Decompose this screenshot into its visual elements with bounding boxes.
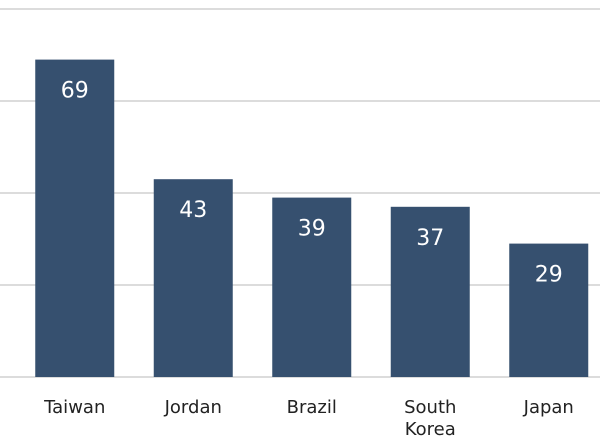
category-label-japan: Japan <box>523 397 574 418</box>
bar-jordan <box>153 179 233 377</box>
data-label-brazil: 39 <box>298 217 326 242</box>
data-label-japan: 29 <box>535 263 563 288</box>
category-label-taiwan: Taiwan <box>43 397 105 418</box>
data-label-jordan: 43 <box>179 198 207 223</box>
category-label-jordan: Jordan <box>164 397 222 418</box>
bar-taiwan <box>35 59 115 377</box>
category-label-brazil: Brazil <box>287 397 337 418</box>
data-labels: 69 43 39 37 29 <box>61 79 563 288</box>
data-label-taiwan: 69 <box>61 79 89 104</box>
bars <box>35 59 589 377</box>
bar-south-korea <box>390 206 470 377</box>
bar-brazil <box>272 197 352 377</box>
category-labels: Taiwan Jordan Brazil South Korea Japan <box>43 397 574 438</box>
bar-japan <box>509 243 589 377</box>
data-label-south-korea: 37 <box>416 226 444 251</box>
category-label-south-korea: South Korea <box>404 397 456 438</box>
